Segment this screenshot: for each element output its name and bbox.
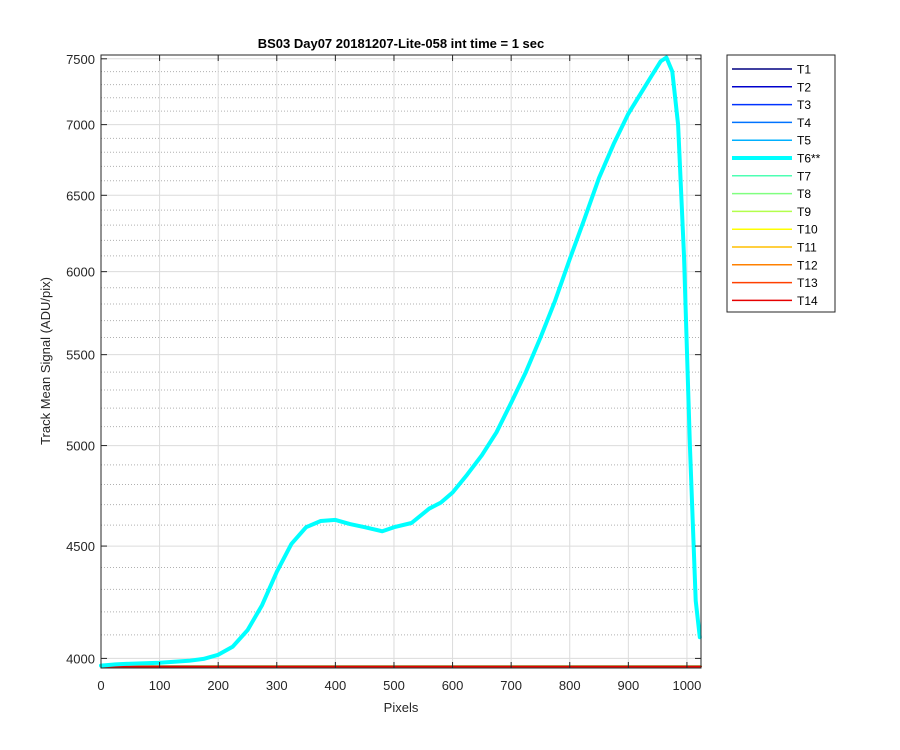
- y-axis-label: Track Mean Signal (ADU/pix): [38, 277, 53, 445]
- x-tick-label: 600: [442, 678, 464, 693]
- legend-label: T5: [797, 134, 811, 148]
- x-tick-label: 200: [207, 678, 229, 693]
- legend-label: T12: [797, 258, 818, 272]
- legend-box: [726, 54, 836, 313]
- series-line-t6: [99, 55, 702, 668]
- y-tick-label: 7500: [66, 52, 95, 67]
- x-tick-label: 500: [383, 678, 405, 693]
- legend-label: T13: [797, 276, 818, 290]
- chart-title: BS03 Day07 20181207-Lite-058 int time = …: [258, 36, 545, 51]
- y-tick-label: 6500: [66, 188, 95, 203]
- legend-label: T14: [797, 294, 818, 308]
- minor-gridlines: [101, 71, 701, 636]
- legend-label: T7: [797, 169, 811, 183]
- x-tick-label: 900: [617, 678, 639, 693]
- legend-label: T1: [797, 63, 811, 77]
- x-tick-label: 700: [500, 678, 522, 693]
- y-tick-label: 5000: [66, 439, 95, 454]
- legend-label: T3: [797, 98, 811, 112]
- y-tick-label: 4000: [66, 651, 95, 666]
- x-tick-label: 100: [149, 678, 171, 693]
- y-tick-label: 6000: [66, 265, 95, 280]
- x-axis-ticks: 0 100 200 300 400 500 600 700 800 900 1000: [97, 55, 701, 693]
- x-tick-label: 400: [325, 678, 347, 693]
- legend-label: T9: [797, 205, 811, 219]
- axes-box: [100, 54, 702, 669]
- x-tick-label: 800: [559, 678, 581, 693]
- legend-label: T2: [797, 80, 811, 94]
- y-tick-label: 4500: [66, 539, 95, 554]
- legend-label: T8: [797, 187, 811, 201]
- legend-label: T10: [797, 223, 818, 237]
- legend: T1 T2 T3 T4 T5 T6** T7 T8 T9 T10 T11 T12 T13 T14: [726, 54, 836, 313]
- legend-label: T6**: [797, 152, 821, 166]
- y-axis-ticks: 4000 4500 5000 5500 6000 6500 7000 7500: [66, 52, 701, 666]
- y-tick-label: 5500: [66, 348, 95, 363]
- series-layer: [99, 55, 702, 668]
- x-tick-label: 1000: [672, 678, 701, 693]
- x-tick-label: 0: [97, 678, 104, 693]
- legend-label: T4: [797, 116, 811, 130]
- legend-label: T11: [797, 241, 817, 255]
- y-tick-label: 7000: [66, 118, 95, 133]
- x-tick-label: 300: [266, 678, 288, 693]
- x-axis-label: Pixels: [384, 700, 419, 715]
